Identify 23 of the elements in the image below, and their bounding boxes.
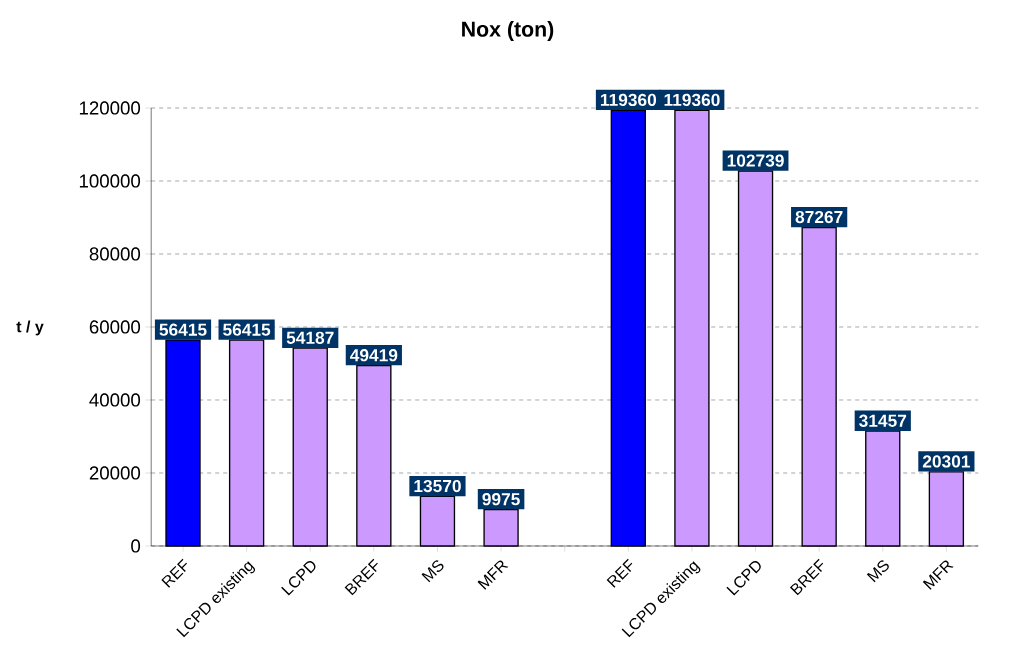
x-tick-label: MS <box>421 560 444 583</box>
data-label: 9975 <box>482 493 520 506</box>
y-tick-label: 40000 <box>89 393 141 407</box>
chart-title: Nox (ton) <box>462 21 554 41</box>
y-tick-label: 60000 <box>89 320 141 334</box>
y-axis-title: t / y <box>16 320 44 336</box>
data-label: 49419 <box>350 349 398 362</box>
y-tick-label: 120000 <box>79 101 141 115</box>
data-label: 119360 <box>664 93 720 107</box>
y-tick-label: 20000 <box>89 466 141 480</box>
data-label: 119360 <box>600 93 657 107</box>
y-tick-label: 80000 <box>89 247 141 261</box>
y-tick-label: 100000 <box>79 174 141 188</box>
data-label: 31457 <box>859 414 907 427</box>
data-label: 102739 <box>727 154 784 167</box>
y-tick-label: 0 <box>131 539 141 553</box>
data-label: 54187 <box>286 331 334 344</box>
data-label: 20301 <box>922 455 970 468</box>
data-label: 56415 <box>223 323 271 336</box>
x-tick-label: MS <box>866 560 889 583</box>
data-label: 87267 <box>795 210 843 224</box>
data-label: 13570 <box>414 479 461 493</box>
data-label: 56415 <box>159 323 207 336</box>
